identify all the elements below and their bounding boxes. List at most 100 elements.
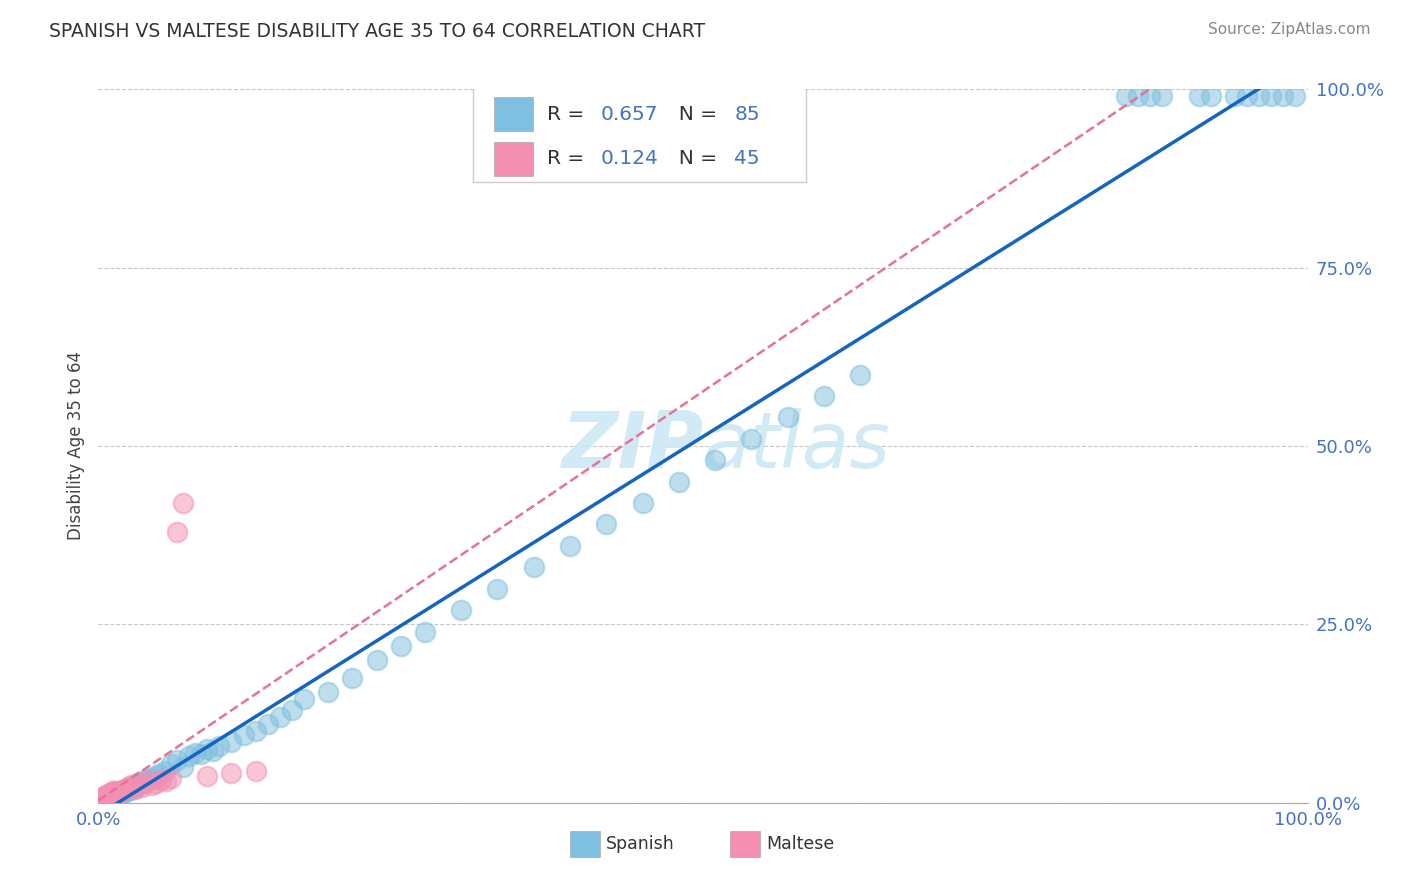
Point [105,789,128,803]
Text: 45: 45 [734,149,761,169]
Text: Source: ZipAtlas.com: Source: ZipAtlas.com [1208,22,1371,37]
Point [107,787,129,801]
Point [1260,89,1282,103]
Point [105,785,128,799]
Point [110,787,132,801]
Point [166,524,188,539]
Point [103,786,125,800]
Point [93,791,115,805]
FancyBboxPatch shape [494,142,533,176]
Point [1128,89,1150,103]
Point [120,780,142,794]
Point [1249,89,1271,103]
FancyBboxPatch shape [474,86,806,182]
Point [114,784,136,798]
Point [1236,89,1258,103]
Text: SPANISH VS MALTESE DISABILITY AGE 35 TO 64 CORRELATION CHART: SPANISH VS MALTESE DISABILITY AGE 35 TO … [49,22,706,41]
Point [114,781,136,796]
Point [94,790,117,805]
Point [1152,89,1174,103]
Point [595,517,617,532]
Point [740,432,762,446]
Point [128,776,150,790]
Point [96,788,118,802]
Point [96,790,118,805]
Point [145,776,167,790]
Text: 85: 85 [734,104,761,124]
Point [100,788,122,802]
Point [523,560,546,574]
Point [112,786,135,800]
Point [101,784,124,798]
Text: R =: R = [547,104,591,124]
Point [94,789,117,803]
Point [101,788,124,802]
Point [160,756,183,771]
Point [221,735,243,749]
Point [221,765,243,780]
Point [121,781,143,796]
Point [1115,89,1137,103]
Point [195,742,218,756]
Text: Spanish: Spanish [606,835,675,853]
Point [97,789,120,804]
Point [342,671,364,685]
Point [118,783,141,797]
Point [142,772,165,787]
Point [150,772,173,787]
Point [103,789,125,803]
Point [202,744,225,758]
Point [155,774,177,789]
Text: atlas: atlas [703,408,891,484]
Point [129,774,152,789]
Point [103,783,125,797]
Point [124,781,146,796]
Point [256,717,278,731]
Point [111,783,134,797]
Point [97,789,120,804]
Point [366,653,388,667]
Point [184,746,207,760]
Point [100,785,122,799]
Point [108,787,131,801]
Point [813,389,835,403]
Text: Maltese: Maltese [766,835,834,853]
Point [631,496,654,510]
Point [100,787,122,801]
Point [111,785,134,799]
Point [117,782,139,797]
Point [105,787,128,801]
Point [91,790,114,805]
Y-axis label: Disability Age 35 to 64: Disability Age 35 to 64 [67,351,86,541]
Point [104,787,127,801]
Point [108,784,131,798]
Point [1139,89,1161,103]
Point [179,749,201,764]
Point [111,783,134,797]
Point [135,772,157,787]
Point [108,784,131,798]
Point [138,771,160,785]
Point [107,788,129,802]
Point [93,789,115,804]
Point [1284,89,1306,103]
Point [104,787,127,801]
Point [100,786,122,800]
Point [114,781,136,796]
Point [93,790,115,805]
Point [118,780,141,794]
Point [91,790,114,805]
Point [124,778,146,792]
Point [172,496,194,510]
FancyBboxPatch shape [569,831,600,857]
FancyBboxPatch shape [494,97,533,131]
Point [90,792,112,806]
Point [100,789,122,803]
Point [389,639,412,653]
Point [100,789,122,804]
Point [1272,89,1295,103]
Point [148,767,170,781]
Text: N =: N = [665,104,723,124]
Point [849,368,872,382]
Point [115,783,138,797]
